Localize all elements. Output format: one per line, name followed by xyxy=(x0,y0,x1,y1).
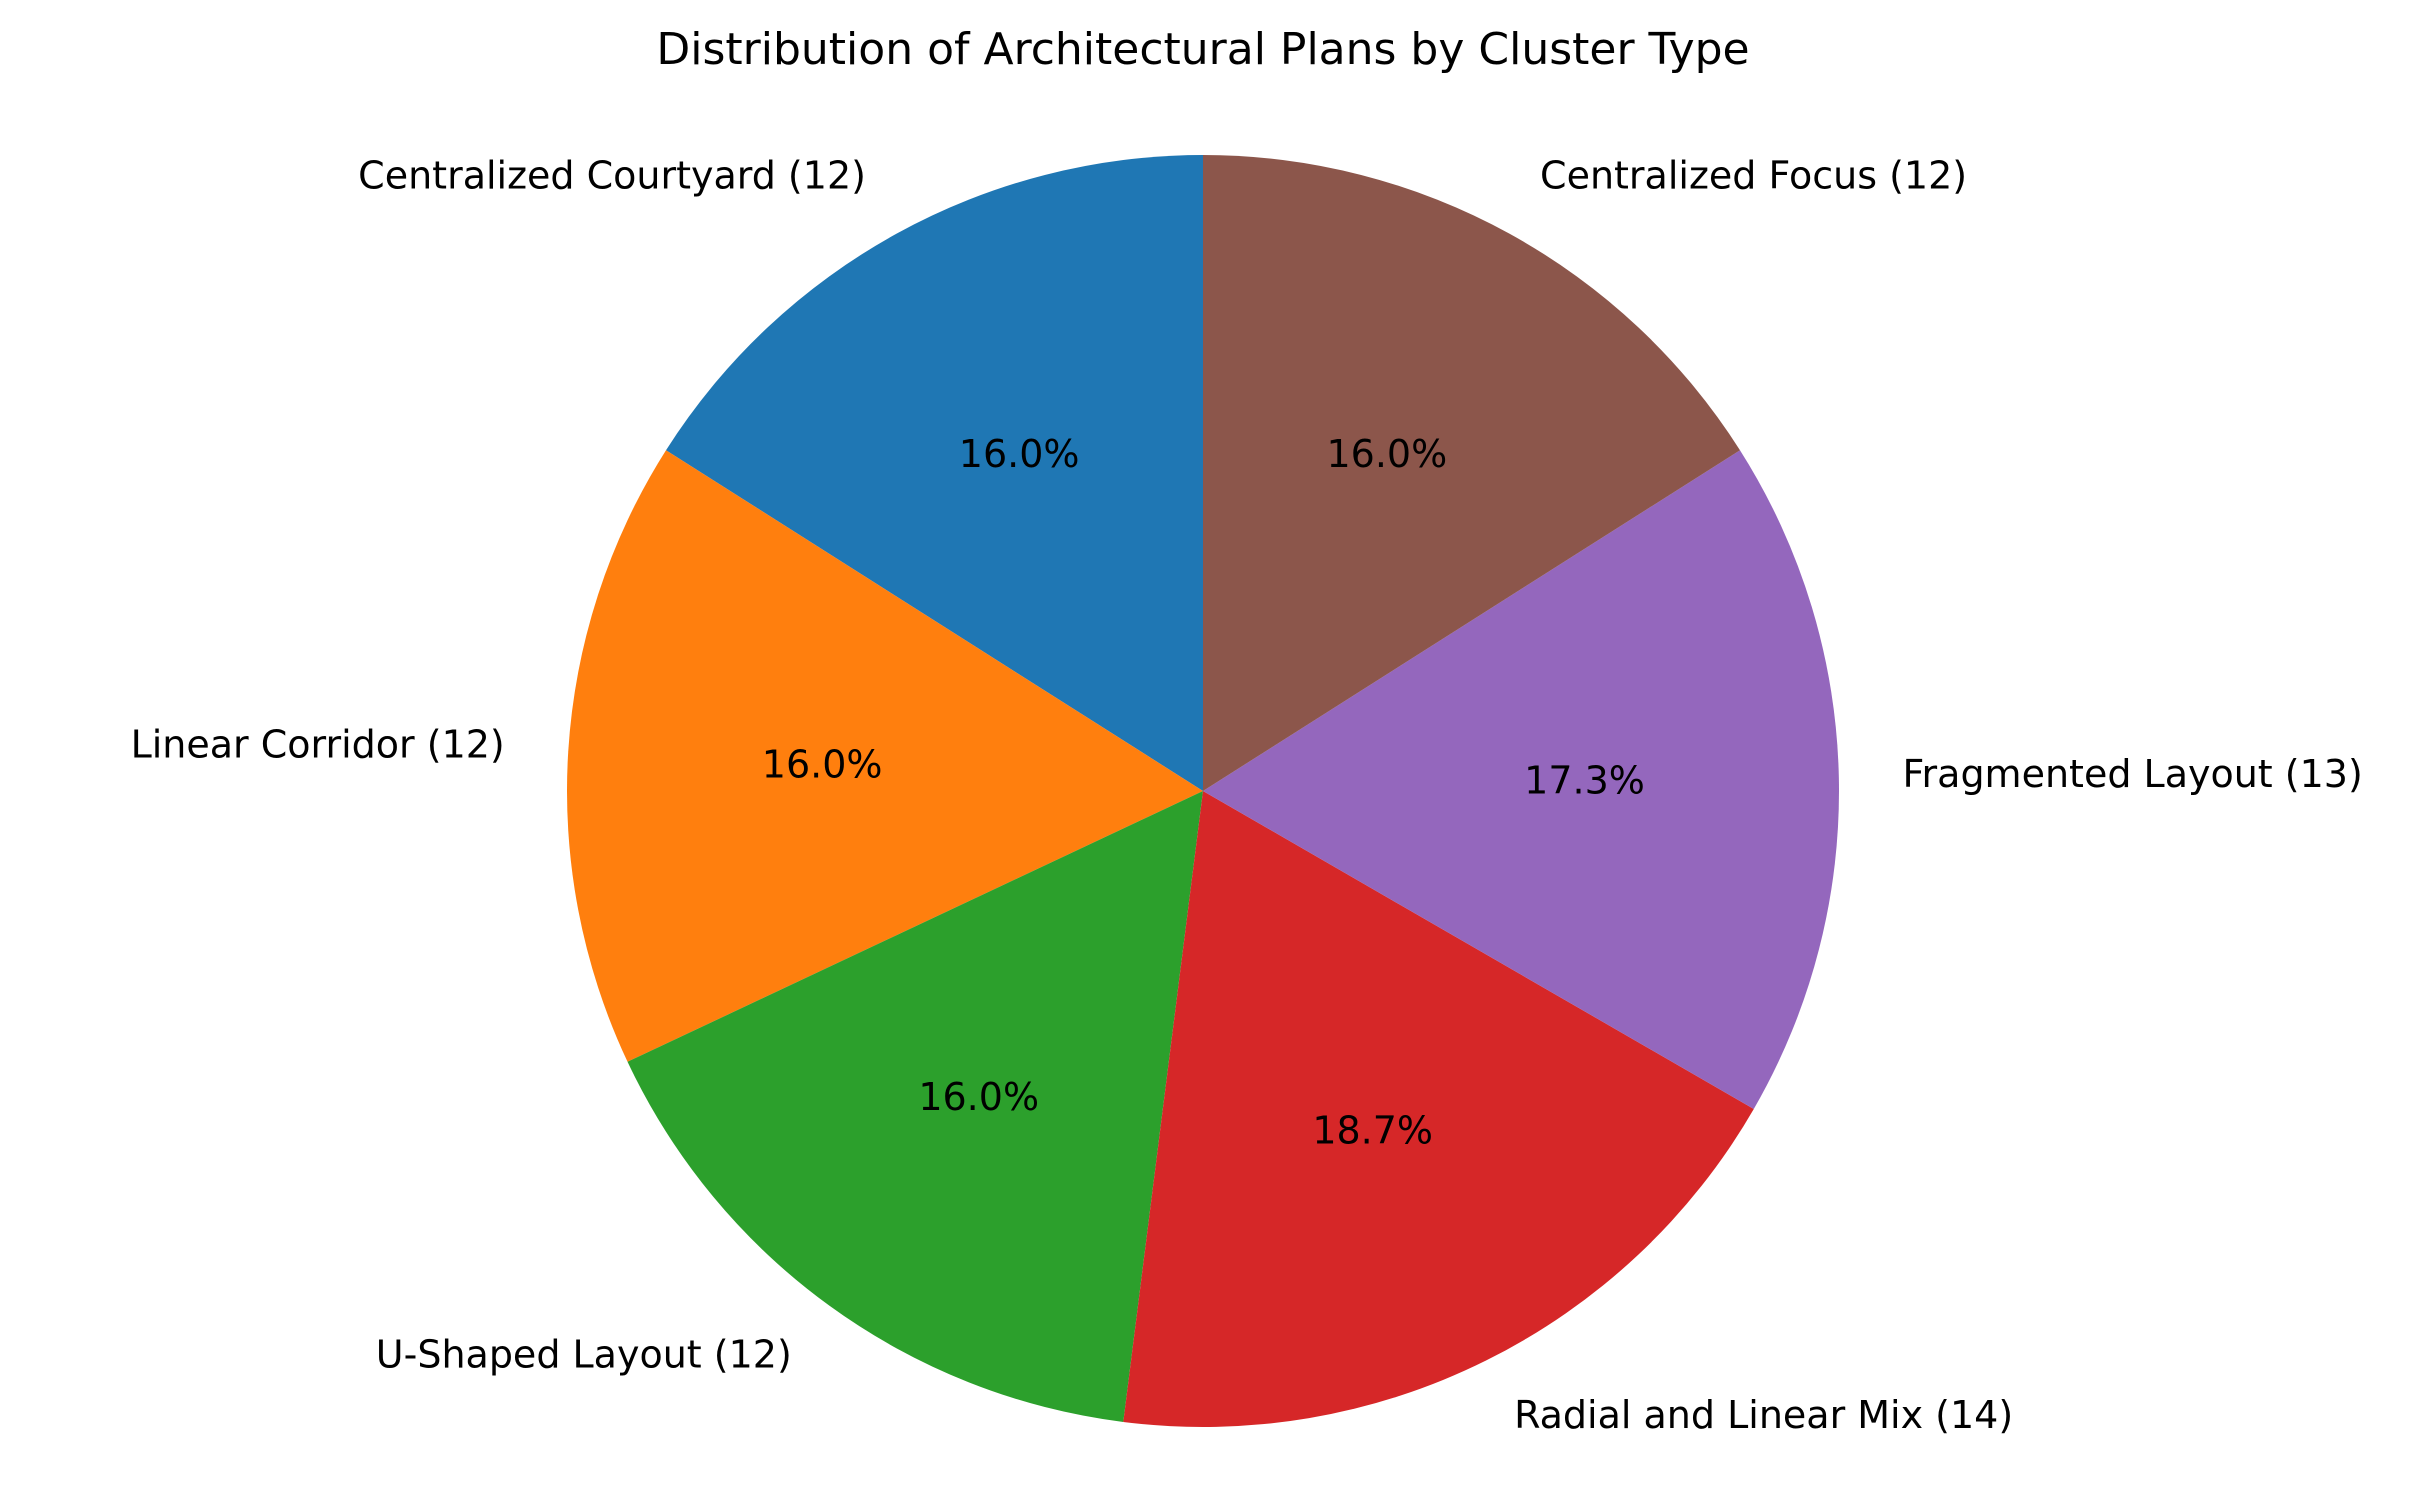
pie-slice xyxy=(627,791,1203,1422)
slice-label: Centralized Courtyard (12) xyxy=(358,153,866,197)
pie-slice xyxy=(1203,450,1839,1109)
slice-label: Radial and Linear Mix (14) xyxy=(1514,1393,2013,1437)
pie-slices xyxy=(566,155,1839,1427)
pie-slice xyxy=(1123,791,1754,1427)
slice-label: Fragmented Layout (13) xyxy=(1902,752,2362,796)
slice-label: Linear Corridor (12) xyxy=(131,723,505,767)
slice-percent-label: 16.0% xyxy=(762,743,883,787)
slice-percent-label: 18.7% xyxy=(1312,1108,1433,1152)
slice-label: Centralized Focus (12) xyxy=(1540,153,1967,197)
slice-percent-label: 16.0% xyxy=(1326,432,1447,476)
chart-title: Distribution of Architectural Plans by C… xyxy=(656,24,1749,75)
pie-slice xyxy=(666,155,1203,791)
pie-labels: Centralized Courtyard (12) 16.0% Linear Co… xyxy=(131,153,2363,1437)
slice-percent-label: 16.0% xyxy=(959,432,1080,476)
pie-slice xyxy=(566,450,1203,1062)
slice-percent-label: 17.3% xyxy=(1524,759,1645,803)
pie-slice xyxy=(1203,155,1740,791)
slice-percent-label: 16.0% xyxy=(918,1075,1039,1119)
slice-label: U-Shaped Layout (12) xyxy=(376,1332,792,1376)
